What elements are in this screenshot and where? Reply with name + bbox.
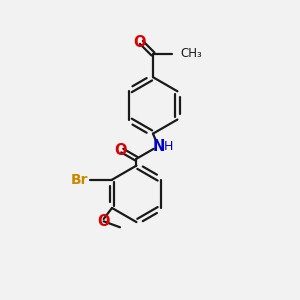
- Text: CH₃: CH₃: [181, 47, 202, 61]
- Text: Br: Br: [70, 173, 88, 187]
- Text: H: H: [164, 140, 173, 153]
- Text: N: N: [152, 139, 164, 154]
- Text: O: O: [115, 142, 127, 158]
- Text: O: O: [98, 214, 110, 229]
- Text: O: O: [134, 35, 146, 50]
